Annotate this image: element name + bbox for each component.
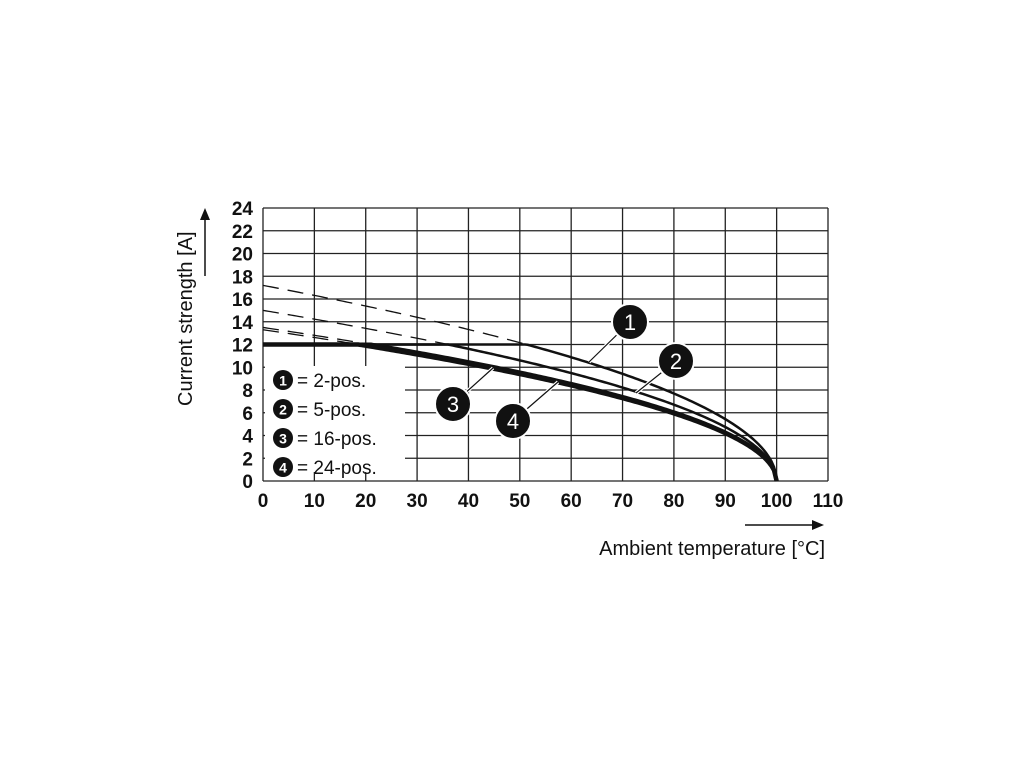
y-tick-label: 20 (232, 245, 253, 266)
legend-label: = 24-pos. (297, 458, 377, 479)
callout-circle-icon (494, 402, 532, 440)
callout-1: 1 (587, 303, 649, 364)
y-tick-label: 2 (242, 449, 253, 470)
y-tick-label: 0 (242, 472, 253, 493)
legend-marker-number: 4 (279, 460, 287, 476)
y-tick-label: 22 (232, 222, 253, 243)
callout-circle-icon (611, 303, 649, 341)
y-tick-label: 4 (242, 427, 253, 448)
x-tick-label: 10 (304, 491, 325, 512)
x-tick-label: 90 (715, 491, 736, 512)
marker-circle-icon (273, 428, 293, 448)
x-axis-arrow-icon (745, 520, 824, 530)
series-4-line (263, 342, 779, 482)
curves (262, 284, 779, 482)
series-3-extension (262, 326, 369, 345)
x-tick-label: 80 (663, 491, 684, 512)
callout-number: 1 (624, 310, 636, 335)
x-tick-label: 110 (813, 491, 844, 512)
legend-item: 3 = 16-pos. (273, 428, 377, 450)
callout-circle-icon (657, 342, 695, 380)
y-tick-label: 8 (242, 381, 253, 402)
x-axis-label: Ambient temperature [°C] (599, 538, 825, 560)
y-axis-arrow-icon (200, 208, 210, 276)
series-2-extension (262, 309, 446, 345)
legend: 1 = 2-pos. 2 = 5-pos. 3 = 16-pos. 4 = 24-pos. (265, 366, 405, 479)
y-tick-label: 16 (232, 290, 253, 311)
callouts: 1 2 3 4 (434, 303, 695, 440)
x-tick-label: 60 (561, 491, 582, 512)
callout-number: 2 (670, 349, 682, 374)
marker-circle-icon (273, 370, 293, 390)
tick-labels: 0 10 20 30 40 50 60 70 80 90 100 110024681012141618… (232, 199, 843, 512)
y-tick-label: 12 (232, 336, 253, 357)
x-tick-label: 20 (355, 491, 376, 512)
callout-2: 2 (634, 342, 695, 395)
marker-circle-icon (273, 457, 293, 477)
x-tick-label: 30 (407, 491, 428, 512)
legend-label: = 2-pos. (297, 371, 366, 392)
y-tick-label: 10 (232, 358, 253, 379)
legend-item: 2 = 5-pos. (273, 399, 366, 421)
legend-label: = 16-pos. (297, 429, 377, 450)
x-tick-label: 40 (458, 491, 479, 512)
callout-number: 4 (507, 409, 519, 434)
x-tick-label: 100 (761, 491, 793, 512)
legend-marker-number: 3 (279, 431, 287, 447)
x-tick-label: 70 (612, 491, 633, 512)
marker-circle-icon (273, 399, 293, 419)
x-tick-label: 50 (509, 491, 530, 512)
y-tick-label: 18 (232, 267, 253, 288)
legend-item: 1 = 2-pos. (273, 370, 366, 392)
y-tick-label: 24 (232, 199, 254, 220)
callout-circle-icon (434, 385, 472, 423)
callout-4: 4 (494, 380, 560, 440)
y-axis-label: Current strength [A] (175, 231, 197, 406)
legend-label: = 5-pos. (297, 400, 366, 421)
legend-marker-number: 2 (279, 402, 287, 418)
callout-number: 3 (447, 392, 459, 417)
x-tick-label: 0 (258, 491, 269, 512)
series-1-extension (262, 284, 526, 345)
legend-item: 4 = 24-pos. (273, 457, 377, 479)
series-4-extension (262, 329, 359, 346)
y-tick-label: 6 (242, 404, 253, 425)
callout-3: 3 (434, 366, 495, 423)
y-tick-label: 14 (232, 313, 254, 334)
legend-marker-number: 1 (279, 373, 287, 389)
